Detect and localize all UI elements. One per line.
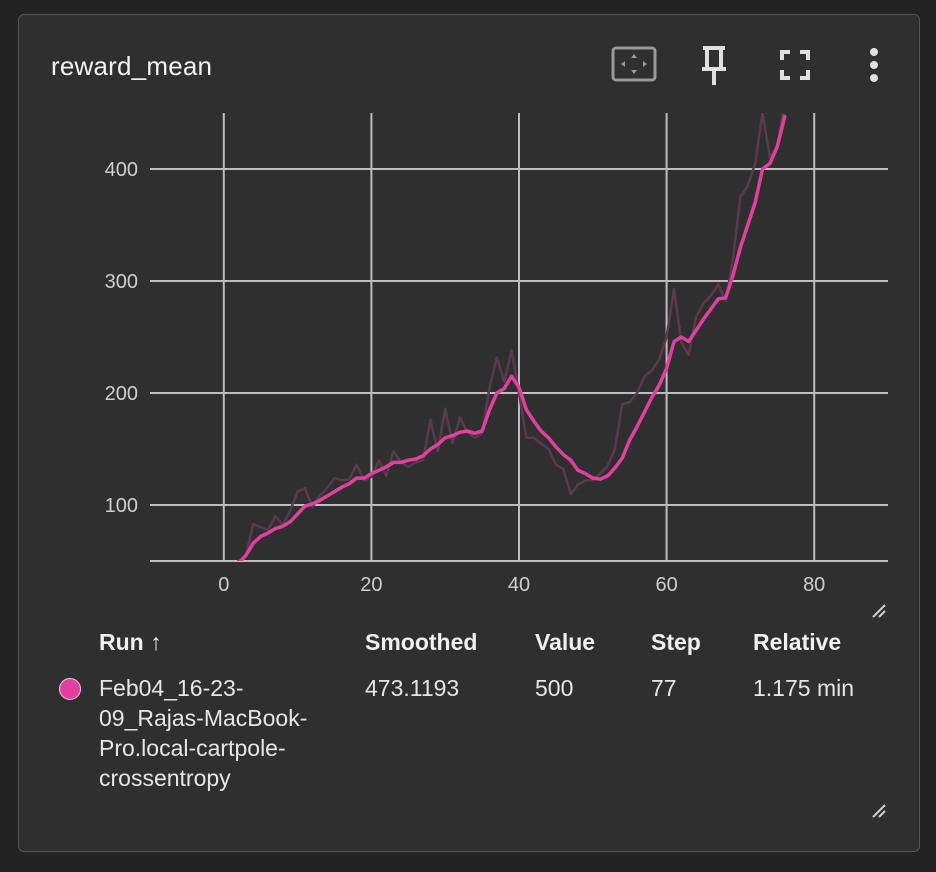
step-value: 77 [651, 675, 677, 701]
table-row: Feb04_16-23-09_Rajas-MacBook-Pro.local-c… [53, 673, 913, 793]
column-header-value: Value [535, 629, 596, 655]
relative-value: 1.175 min [753, 675, 855, 701]
y-tick-label: 400 [105, 159, 138, 181]
grid-layer [150, 113, 888, 561]
run-name: Feb04_16-23-09_Rajas-MacBook-Pro.local-c… [99, 675, 308, 791]
y-tick-label: 200 [105, 383, 138, 405]
raw-value: 500 [535, 675, 574, 701]
x-tick-label: 20 [360, 574, 382, 596]
table-header-row: Run ↑ Smoothed Value Step Relative [53, 629, 913, 673]
smoothed-value: 473.1193 [365, 675, 460, 701]
run-color-cell [53, 673, 99, 793]
y-tick-label: 300 [105, 271, 138, 293]
run-name-cell: Feb04_16-23-09_Rajas-MacBook-Pro.local-c… [99, 673, 365, 793]
swatch-header [53, 629, 99, 673]
smoothed-series-line [238, 114, 787, 561]
column-header-smoothed: Smoothed [365, 629, 478, 655]
pin-icon[interactable] [699, 45, 729, 87]
more-vert-icon[interactable] [865, 47, 883, 83]
fit-domain-icon[interactable] [611, 45, 657, 83]
y-tick-label: 100 [105, 495, 138, 517]
column-header-relative: Relative [753, 629, 842, 655]
x-tick-label: 40 [508, 574, 530, 596]
column-header-step: Step [651, 629, 701, 655]
card-title: reward_mean [51, 51, 213, 81]
x-tick-label: 80 [803, 574, 825, 596]
runs-table: Run ↑ Smoothed Value Step Relative Feb04… [53, 629, 913, 793]
table-resize-icon[interactable] [871, 803, 887, 819]
raw-series-line [237, 113, 785, 561]
line-chart[interactable]: 0 20 40 60 80 100 200 300 400 [19, 15, 919, 615]
scalar-card: reward_mean 0 20 40 60 80 100 200 300 400 [18, 14, 920, 852]
axis-layer: 0 20 40 60 80 100 200 300 400 [105, 159, 888, 596]
chart-resize-icon[interactable] [871, 603, 887, 619]
x-tick-label: 60 [655, 574, 677, 596]
run-color-swatch[interactable] [59, 678, 81, 700]
data-layer [237, 113, 787, 561]
fullscreen-icon[interactable] [779, 49, 811, 81]
column-header-run[interactable]: Run ↑ [99, 629, 162, 655]
x-tick-label: 0 [218, 574, 229, 596]
